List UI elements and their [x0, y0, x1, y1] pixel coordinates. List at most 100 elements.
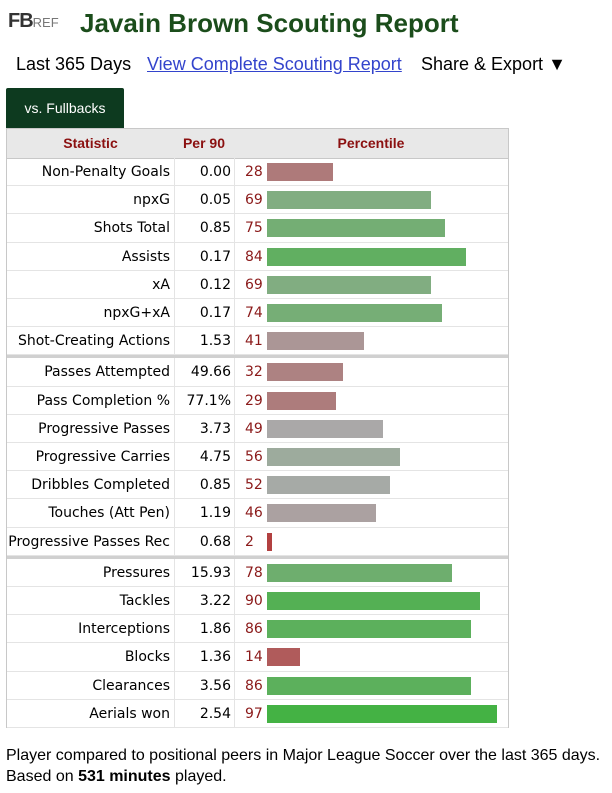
percentile-bar — [267, 563, 452, 582]
row — [7, 387, 508, 415]
column-divider — [234, 471, 235, 500]
row — [7, 158, 508, 187]
group-separator — [7, 555, 508, 559]
percentile-value: 84 — [245, 248, 263, 265]
column-divider — [174, 414, 175, 443]
statistic: Shot-Creating Actions — [17, 333, 170, 350]
percentile-value: 74 — [245, 305, 263, 321]
logo[interactable]: FBREF — [8, 10, 59, 33]
per90: 49.66 — [190, 364, 231, 381]
statistic: Non-Penalty Goals — [41, 164, 170, 180]
statistic: Progressive Passes — [38, 420, 170, 437]
percentile-value: 69 — [245, 192, 263, 209]
footer-text: played. — [170, 768, 227, 785]
percentile-bar — [267, 275, 431, 294]
column-divider — [174, 443, 175, 472]
row — [7, 499, 508, 528]
column-divider — [234, 270, 235, 299]
percentile-bar — [267, 304, 443, 322]
percentile-value: 52 — [245, 477, 263, 494]
percentile-value: 69 — [245, 276, 263, 293]
column-divider — [174, 558, 175, 587]
column-divider — [234, 527, 235, 556]
share-export[interactable]: Share & Export ▼ — [421, 54, 566, 74]
percentile-value: 78 — [245, 564, 263, 581]
per90: 0.17 — [199, 248, 231, 265]
percentile-value: 56 — [245, 449, 263, 465]
footer-minutes: 531 minutes — [78, 768, 171, 785]
header-row — [7, 129, 508, 159]
per90: 0.68 — [199, 533, 231, 550]
column-divider — [174, 299, 175, 328]
column-divider — [234, 643, 235, 672]
percentile-value: 32 — [245, 364, 263, 381]
statistic: Assists — [121, 248, 170, 265]
per90: 77.1% — [186, 392, 231, 409]
row — [7, 271, 508, 299]
per90: 0.12 — [199, 276, 231, 293]
column-divider — [174, 643, 175, 672]
statistic: npxG — [133, 192, 170, 209]
percentile-value: 90 — [245, 593, 263, 609]
column-divider — [174, 499, 175, 528]
per90: 0.00 — [199, 164, 231, 180]
period-label: Last 365 Days — [16, 54, 132, 74]
per90: 1.86 — [199, 621, 231, 638]
percentile-bar — [267, 419, 384, 438]
tab[interactable]: vs. Fullbacks — [6, 88, 124, 128]
per90: 0.85 — [199, 220, 231, 237]
per90: 0.17 — [199, 305, 231, 321]
column-divider — [234, 386, 235, 415]
statistic: Clearances — [92, 677, 170, 694]
percentile-bar — [267, 592, 481, 610]
per90: 0.05 — [199, 192, 231, 209]
column-divider — [174, 699, 175, 728]
column-divider — [174, 527, 175, 556]
column-divider — [234, 358, 235, 387]
column-divider — [234, 158, 235, 187]
percentile-bar — [267, 620, 471, 639]
per90: 1.36 — [199, 649, 231, 666]
column-divider — [174, 214, 175, 243]
statistic: npxG+xA — [103, 305, 171, 321]
table: Statistic Per 90 Percentile Non-Penalty … — [6, 128, 509, 728]
statistic: Touches (Att Pen) — [48, 505, 170, 522]
statistic: Pressures — [102, 564, 170, 581]
percentile-value: 2 — [245, 533, 254, 550]
group-separator — [7, 355, 508, 359]
row — [7, 443, 508, 472]
percentile-bar — [267, 448, 400, 466]
column-divider — [174, 270, 175, 299]
row — [7, 327, 508, 356]
statistic: Dribbles Completed — [31, 477, 170, 494]
column-divider — [234, 242, 235, 271]
percentile-value: 29 — [245, 392, 263, 409]
percentile-value: 86 — [245, 621, 263, 638]
column-divider — [174, 671, 175, 700]
statistic: Interceptions — [78, 621, 170, 638]
row — [7, 643, 508, 672]
column-divider — [234, 499, 235, 528]
percentile-bar — [267, 704, 497, 723]
column-divider — [234, 587, 235, 616]
per90: 3.22 — [199, 593, 231, 609]
column-divider — [174, 615, 175, 644]
row — [7, 587, 508, 616]
column-divider — [174, 358, 175, 387]
column-divider — [174, 471, 175, 500]
per90: 1.19 — [199, 505, 231, 522]
per90: 15.93 — [190, 564, 231, 581]
percentile-value: 49 — [245, 420, 263, 437]
row — [7, 243, 508, 271]
statistic: Aerials won — [89, 705, 170, 722]
report-link[interactable]: View Complete Scouting Report — [147, 54, 402, 74]
column-divider — [234, 699, 235, 728]
column-divider — [234, 414, 235, 443]
row — [7, 700, 508, 728]
percentile-bar — [267, 476, 391, 495]
row — [7, 415, 508, 443]
statistic: Shots Total — [93, 220, 170, 237]
column-divider — [174, 158, 175, 187]
column-divider — [174, 186, 175, 215]
